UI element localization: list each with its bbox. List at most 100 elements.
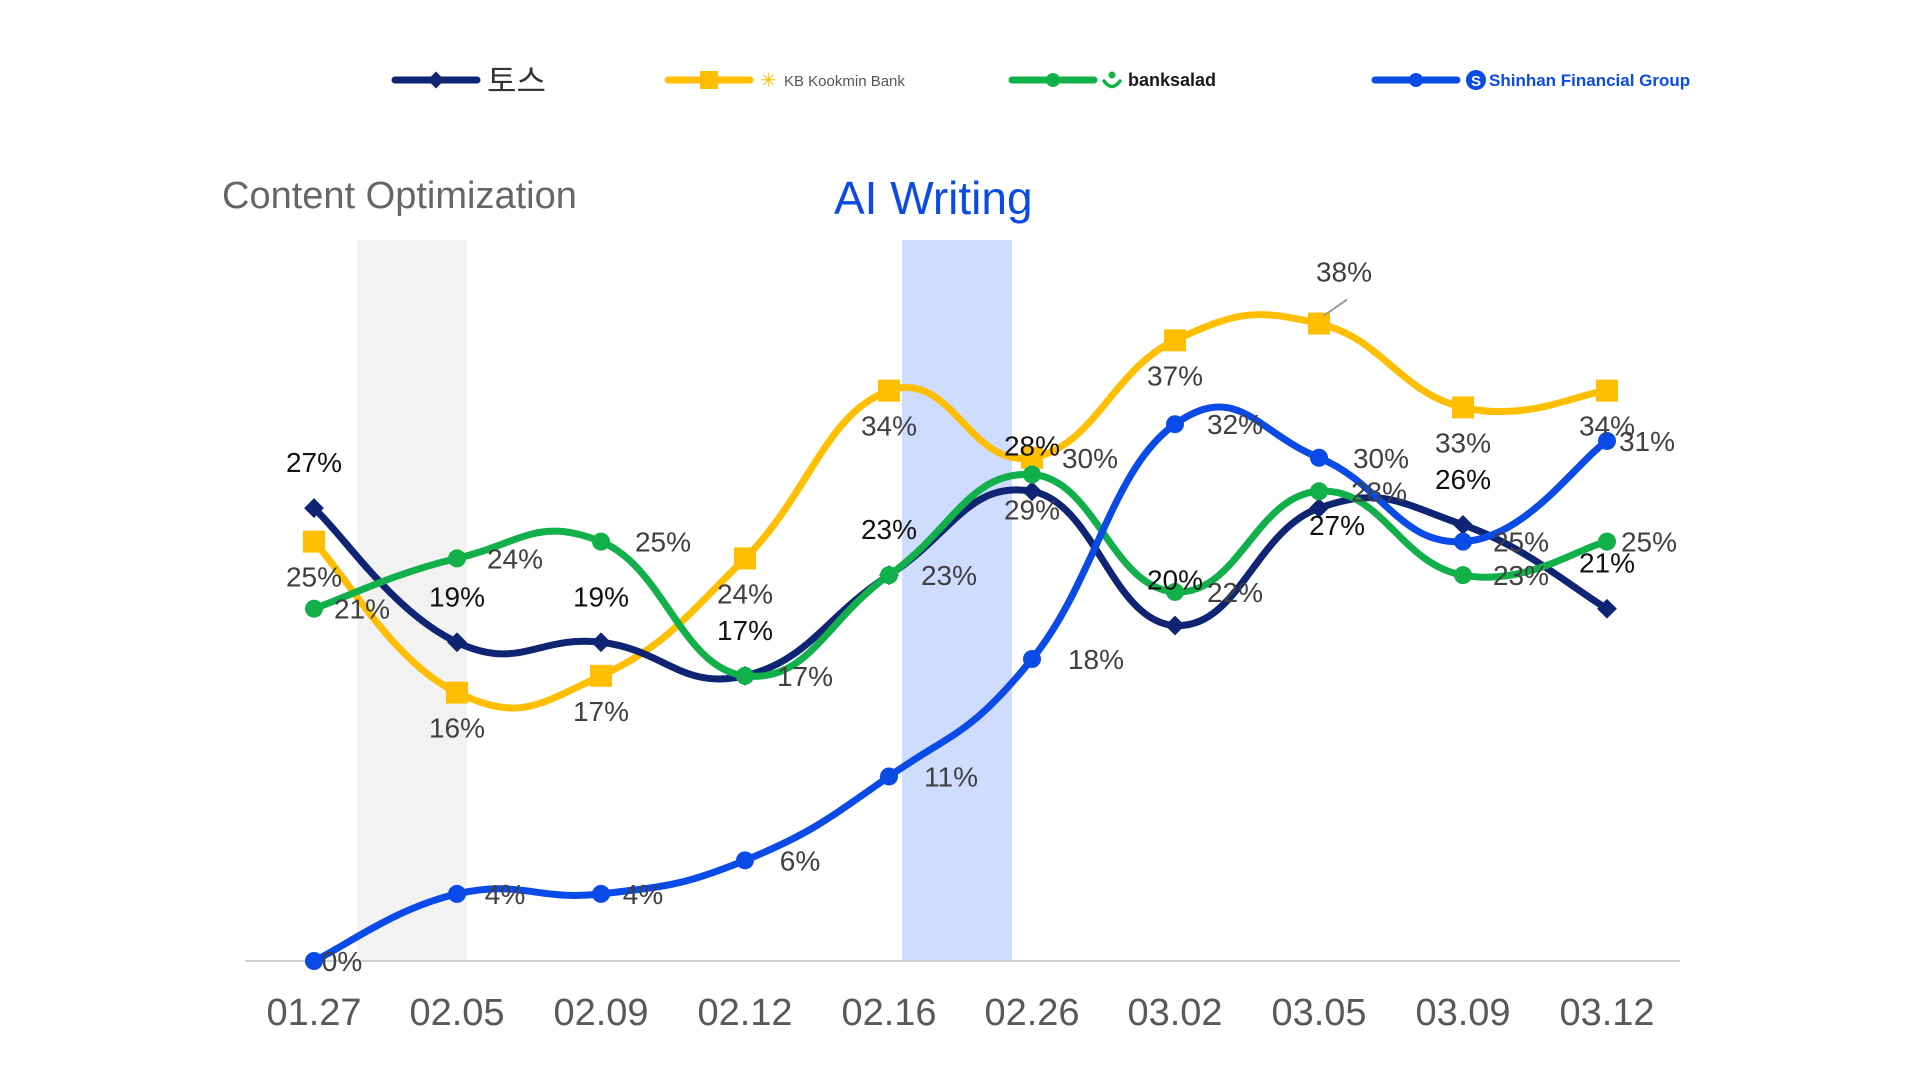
legend: 토스 ✳ KB Kookmin Bank banksalad S Shinhan Fina… — [391, 62, 1690, 100]
x-tick-label: 03.12 — [1559, 992, 1654, 1034]
x-tick-label: 02.09 — [553, 992, 648, 1034]
x-tick-label: 03.05 — [1271, 992, 1366, 1034]
data-label: 26% — [1435, 464, 1491, 495]
data-point — [304, 498, 324, 518]
data-point — [448, 549, 466, 568]
legend-item-kb: ✳ KB Kookmin Bank — [664, 68, 905, 92]
data-point — [1310, 448, 1328, 467]
data-label: 25% — [1621, 527, 1677, 558]
data-label: 34% — [1579, 411, 1635, 442]
data-label: 17% — [573, 696, 629, 727]
data-point — [1166, 582, 1184, 601]
ai-writing-highlight — [902, 240, 1012, 961]
data-point — [1310, 482, 1328, 501]
kb-star-icon: ✳ — [760, 68, 777, 92]
data-label: 27% — [1309, 510, 1365, 541]
data-point — [880, 566, 898, 585]
data-point — [446, 681, 468, 704]
x-tick-label: 02.12 — [697, 992, 792, 1034]
data-label: 29% — [1004, 495, 1060, 526]
x-tick-label: 02.16 — [841, 992, 936, 1034]
legend-marker — [700, 71, 718, 89]
data-label: 23% — [1493, 560, 1549, 591]
content-optimization-annotation: Content Optimization — [222, 175, 577, 217]
data-label: 27% — [286, 447, 342, 478]
data-point — [448, 884, 466, 903]
data-label: 6% — [780, 845, 820, 876]
data-point — [1598, 431, 1616, 450]
data-point — [1308, 312, 1330, 335]
data-point — [878, 379, 900, 402]
legend-item-toss: 토스 — [391, 62, 546, 100]
data-point — [1597, 598, 1617, 619]
data-point — [1454, 532, 1472, 551]
legend-label: 토스 — [487, 62, 546, 100]
data-label: 19% — [429, 581, 485, 612]
data-point — [1022, 481, 1042, 502]
x-tick-label: 03.02 — [1127, 992, 1222, 1034]
data-point — [592, 532, 610, 551]
data-label: 33% — [1435, 427, 1491, 458]
data-point — [880, 767, 898, 786]
legend-label: Shinhan Financial Group — [1489, 71, 1690, 90]
content-optimization-highlight — [357, 240, 467, 961]
data-point — [590, 664, 612, 687]
shinhan-s-icon: S — [1466, 70, 1486, 90]
data-label: 17% — [717, 615, 773, 646]
data-point — [591, 632, 611, 653]
data-label: 23% — [861, 514, 917, 545]
data-label: 25% — [286, 562, 342, 593]
data-label: 24% — [487, 543, 543, 574]
data-point — [1453, 514, 1473, 535]
data-label: 28% — [1351, 476, 1407, 507]
data-point — [1454, 566, 1472, 585]
data-point — [1164, 329, 1186, 352]
data-label: 38% — [1316, 257, 1372, 288]
data-point — [592, 884, 610, 903]
svg-text:S: S — [1471, 73, 1481, 90]
data-point — [1598, 532, 1616, 551]
data-point — [1452, 396, 1474, 419]
data-point — [1023, 650, 1041, 669]
x-tick-label: 01.27 — [266, 992, 361, 1034]
data-label: 25% — [635, 527, 691, 558]
x-tick-label: 02.05 — [409, 992, 504, 1034]
data-point — [1596, 379, 1618, 402]
data-point — [1166, 415, 1184, 434]
x-axis-ticks: 01.27 02.05 02.09 02.12 02.16 02.26 03.02 03.05… — [266, 992, 1654, 1034]
data-label: 18% — [1068, 644, 1124, 675]
data-label: 23% — [921, 560, 977, 591]
data-label: 32% — [1207, 409, 1263, 440]
series-kb — [303, 311, 1618, 712]
data-point — [303, 530, 325, 553]
x-tick-label: 02.26 — [984, 992, 1079, 1034]
data-point — [1309, 498, 1329, 518]
banksalad-icon — [1102, 71, 1122, 89]
data-label: 0% — [322, 946, 362, 977]
legend-label: KB Kookmin Bank — [784, 73, 905, 90]
data-label: 17% — [777, 661, 833, 692]
data-point — [736, 851, 754, 870]
data-point — [1165, 615, 1185, 636]
legend-item-shinhan: S Shinhan Financial Group — [1371, 70, 1690, 90]
series-line-kb — [310, 311, 1611, 712]
data-point — [736, 666, 754, 685]
series-line-banksalad — [310, 471, 1611, 680]
legend-label: banksalad — [1128, 70, 1216, 90]
data-label: 28% — [1004, 430, 1060, 461]
data-label: 19% — [573, 581, 629, 612]
data-label: 20% — [1147, 565, 1203, 596]
data-point — [305, 952, 323, 970]
data-label: 21% — [1579, 548, 1635, 579]
legend-marker — [1409, 73, 1423, 87]
series-line-shinhan — [310, 403, 1611, 965]
data-label: 30% — [1353, 443, 1409, 474]
series-layer — [303, 311, 1618, 970]
legend-marker — [427, 71, 445, 89]
data-point — [305, 599, 323, 618]
legend-item-banksalad: banksalad — [1008, 70, 1216, 90]
ai-writing-annotation: AI Writing — [834, 172, 1033, 224]
data-point — [1023, 465, 1041, 484]
leader-line — [1323, 298, 1348, 317]
